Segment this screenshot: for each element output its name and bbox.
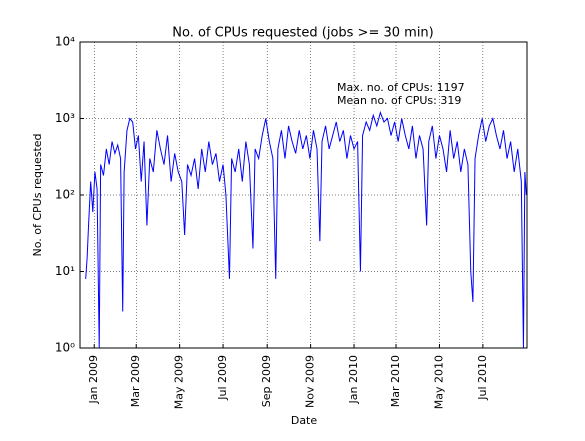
- x-tick-label: Jan 2009: [87, 355, 100, 404]
- y-tick-label: 10⁴: [55, 35, 75, 49]
- x-tick-label: Nov 2009: [304, 355, 317, 408]
- data-line: [85, 110, 527, 348]
- x-tick-label: May 2009: [173, 355, 186, 409]
- y-tick-label: 10¹: [55, 264, 75, 278]
- x-tick-label: May 2010: [432, 355, 445, 409]
- annotation: Mean no. of CPUs: 319: [337, 94, 461, 107]
- x-tick-label: Jan 2010: [347, 355, 360, 404]
- x-tick-label: Sep 2009: [260, 355, 273, 407]
- annotation: Max. no. of CPUs: 1197: [337, 81, 465, 94]
- x-tick-label: Jul 2009: [216, 355, 229, 401]
- x-axis-label: Date: [291, 414, 318, 427]
- y-axis-label: No. of CPUs requested: [31, 133, 44, 256]
- x-tick-label: Jul 2010: [476, 355, 489, 401]
- y-tick-label: 10⁰: [55, 341, 75, 355]
- x-tick-label: Mar 2009: [129, 355, 142, 407]
- y-tick-label: 10³: [55, 111, 75, 125]
- x-tick-label: Mar 2010: [389, 355, 402, 407]
- plot-frame: [79, 41, 528, 349]
- y-tick-label: 10²: [55, 188, 75, 202]
- chart-title: No. of CPUs requested (jobs >= 30 min): [172, 26, 434, 41]
